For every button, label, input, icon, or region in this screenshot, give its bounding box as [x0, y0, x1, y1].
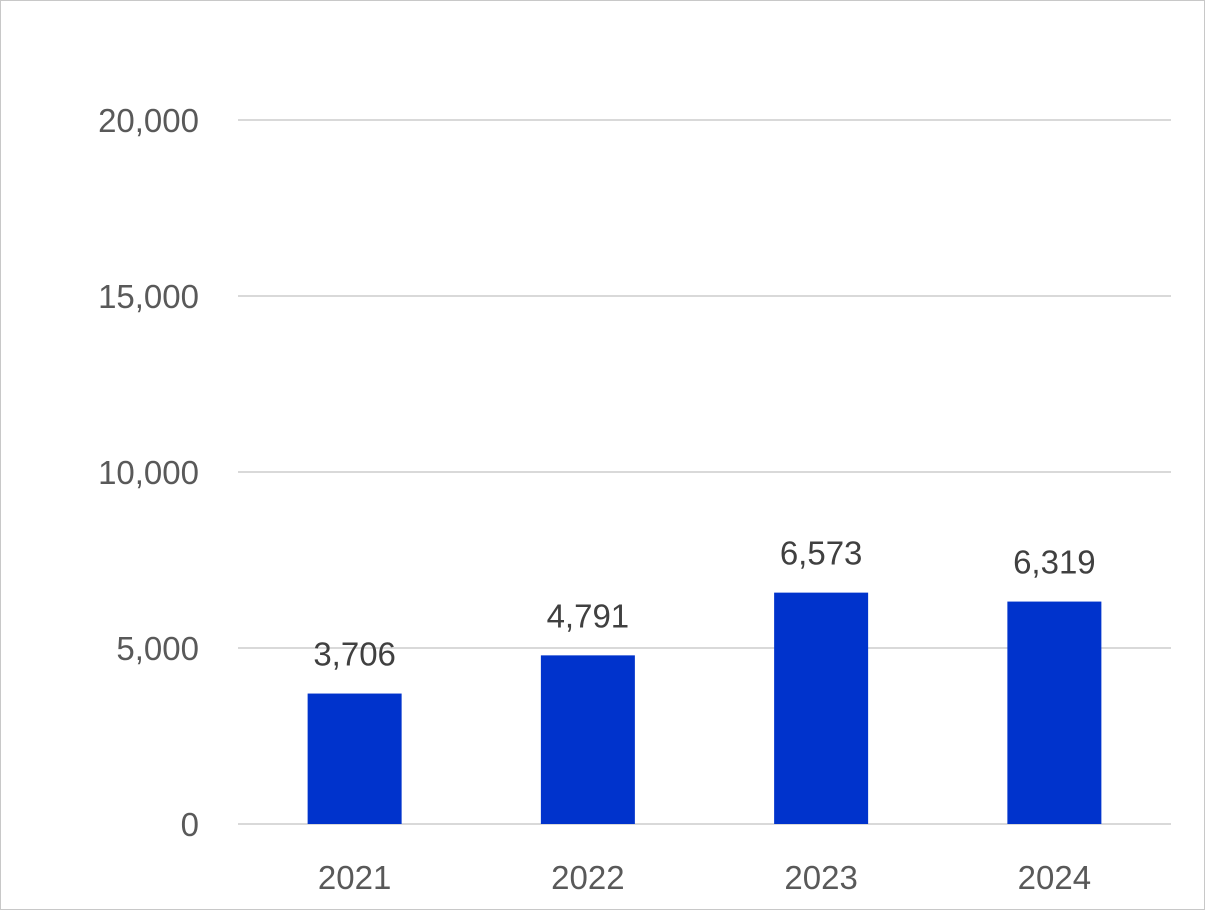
data-label: 3,706 — [313, 636, 396, 673]
x-tick-label: 2024 — [1018, 859, 1091, 896]
bar — [1007, 601, 1102, 824]
x-tick-label: 2022 — [551, 859, 624, 896]
y-tick-label: 0 — [181, 806, 199, 843]
y-tick-label: 20,000 — [98, 102, 199, 139]
y-axis-ticks: 0 5,000 10,000 15,000 20,000 — [98, 102, 199, 843]
bars — [307, 592, 1102, 824]
y-tick-label: 5,000 — [116, 630, 199, 667]
data-labels: 3,706 4,791 6,573 6,319 — [313, 535, 1095, 673]
y-tick-label: 15,000 — [98, 278, 199, 315]
bar — [307, 693, 402, 824]
data-label: 6,573 — [780, 535, 863, 572]
data-label: 4,791 — [547, 597, 630, 634]
bar — [774, 592, 869, 824]
y-tick-label: 10,000 — [98, 454, 199, 491]
x-tick-label: 2023 — [784, 859, 857, 896]
data-label: 6,319 — [1013, 544, 1096, 581]
bar — [540, 655, 635, 824]
x-axis-ticks: 2021 2022 2023 2024 — [318, 859, 1091, 896]
x-tick-label: 2021 — [318, 859, 391, 896]
